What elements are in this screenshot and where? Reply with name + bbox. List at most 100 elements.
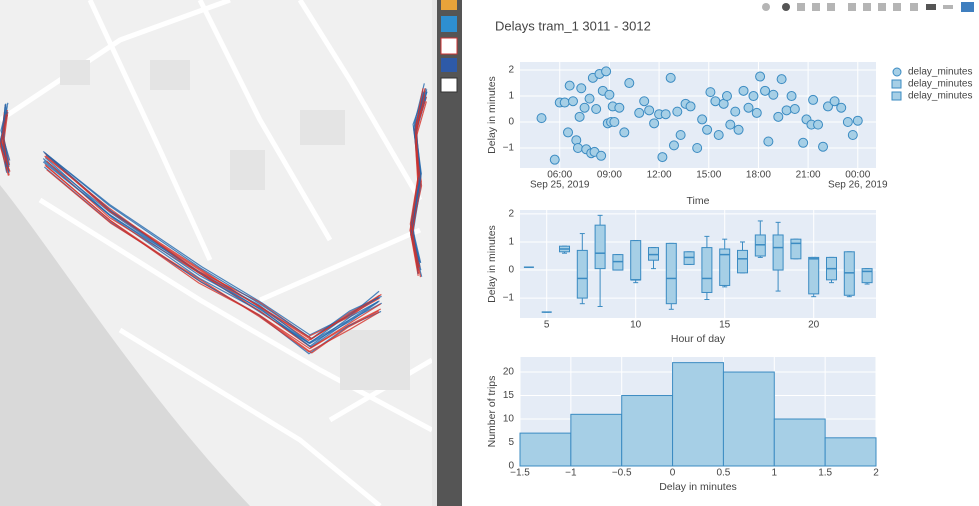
road [197,0,333,242]
scatter-point [751,107,762,118]
legend-label: delay_minutes [908,79,972,90]
road [118,327,382,506]
modebar-button[interactable] [848,3,856,11]
scatter-point [773,111,784,122]
modebar [762,2,974,12]
scatter-point [702,124,713,135]
road [0,0,231,123]
scatter-point [564,80,575,91]
tram-tracks [0,83,428,355]
scatter-point [789,104,800,115]
modebar-button[interactable] [812,3,820,11]
river [0,185,250,506]
x-tick-label: −1 [565,468,577,479]
scatter-point [665,72,676,83]
y-tick-label: 15 [503,390,515,401]
building [150,60,190,90]
scatter-point [852,115,863,126]
x-tick-label: 1.5 [818,468,832,479]
y-tick-label: 1 [508,91,514,102]
road [87,0,213,262]
toolbar-icons [440,0,458,93]
modebar-button[interactable] [827,3,835,11]
tram-track [42,161,380,348]
legend-label: delay_minutes [908,91,972,102]
y-tick-label: 20 [503,367,515,378]
scatter-point [822,101,833,112]
modebar-button[interactable] [926,4,936,10]
tool-icon[interactable] [441,0,457,10]
legend-symbol [891,91,902,101]
modebar-button[interactable] [797,3,805,11]
x-tick-label: 5 [544,320,550,331]
modebar-button[interactable] [782,3,790,11]
scatter-point [748,91,759,102]
x-tick-label: 10 [630,320,642,331]
map [0,0,434,506]
y-axis-title: Delay in minutes [486,76,498,154]
tram-track [0,114,11,172]
x-tick-label: 21:00 [796,170,821,181]
tool-icon[interactable] [441,58,457,72]
legend-symbol [892,67,902,77]
y-tick-label: 0 [508,461,514,472]
tool-icon[interactable] [440,37,458,55]
y-tick-label: 1 [508,237,514,248]
figure-title: Delays tram_1 3011 - 3012 [495,18,651,33]
scatter-point [639,96,650,107]
y-tick-label: 5 [508,437,514,448]
scatter-point [725,119,736,130]
scatter-point [660,109,671,120]
scatter-point [584,93,595,104]
x-axis-title: Time [687,195,710,207]
x-tick-label: 15 [719,320,731,331]
histogram-bar [722,371,775,467]
modebar-logo[interactable] [961,2,974,12]
x-tick-label: 00:00 [845,170,870,181]
tram-track [44,152,380,336]
scatter-point [675,130,686,141]
box-body [790,238,802,260]
tool-icon[interactable] [440,77,458,93]
scatter-point [563,127,574,138]
road [258,227,422,303]
x-tick-label: −0.5 [612,468,632,479]
toolbar [437,0,462,506]
scatter-point [619,127,630,138]
modebar-button[interactable] [910,3,918,11]
scatter-point [818,141,829,152]
scatter-point [634,107,645,118]
modebar-button[interactable] [863,3,871,11]
tram-track [44,155,380,340]
x-tick-label: 15:00 [696,170,721,181]
scatter-point [672,106,683,117]
scatter-point [567,96,578,107]
modebar-button[interactable] [943,5,953,9]
scatter-point [705,87,716,98]
x-tick-label: 20 [808,320,820,331]
modebar-button[interactable] [893,3,901,11]
tram-track [42,150,382,340]
box-body [665,242,677,305]
building [340,330,410,390]
box-body [594,224,606,270]
scatter-point [781,105,792,116]
y-axis-title: Number of trips [486,376,498,448]
scatter-point [591,104,602,115]
scatter-point [842,117,853,128]
buildings [60,60,410,390]
scatter-point [668,140,679,151]
tool-icon[interactable] [441,16,457,32]
x-tick-label: 12:00 [647,170,672,181]
scatter-point [733,124,744,135]
road [38,197,434,433]
scatter-point [738,85,749,96]
scatter-point [730,106,741,117]
box-body [772,234,784,271]
scatter-point [836,102,847,113]
modebar-button[interactable] [878,3,886,11]
scatter-point [755,71,766,82]
scatter-point [579,102,590,113]
modebar-button[interactable] [762,3,770,11]
